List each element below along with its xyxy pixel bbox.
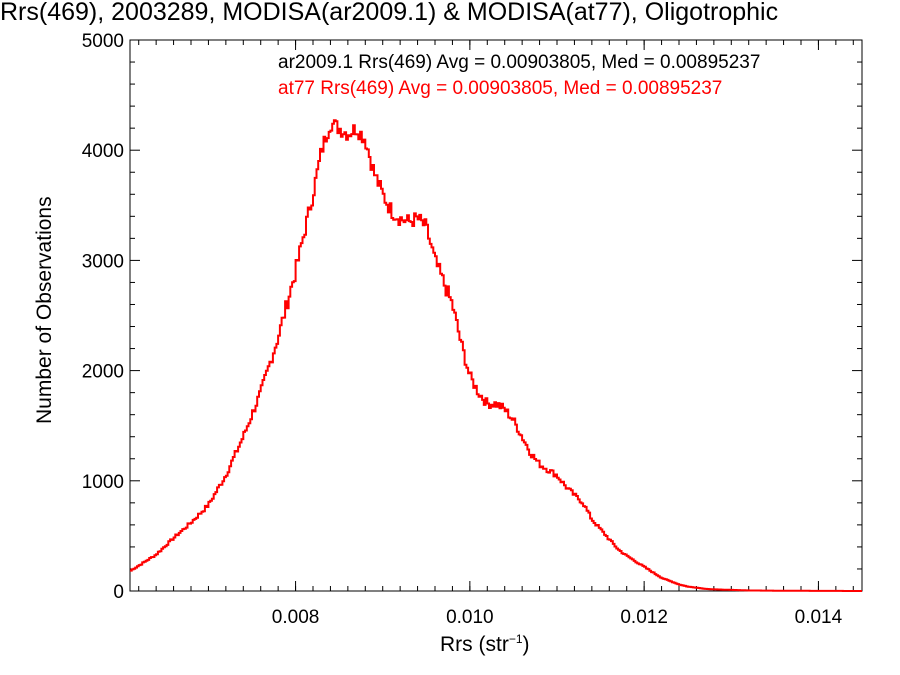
histogram-series-at77 [130,119,862,592]
x-tick-label: 0.014 [795,607,843,628]
x-tick-label: 0.012 [620,607,668,628]
y-tick-label: 4000 [82,141,124,162]
plot-frame [129,39,863,592]
y-tick-label: 2000 [82,362,124,383]
chart-title: Rrs(469), 2003289, MODISA(ar2009.1) & MO… [0,0,779,26]
x-axis-label-main: Rrs (str [440,633,509,656]
x-tick-label: 0.010 [446,607,494,628]
y-tick-label: 1000 [82,472,124,493]
legend-ar2009: ar2009.1 Rrs(469) Avg = 0.00903805, Med … [278,52,761,73]
y-tick-label: 5000 [82,31,124,52]
axis-tick-labels: 0.008 0.010 0.012 0.014 0 1000 2000 3000 4000 500… [82,31,843,628]
legend-at77: at77 Rrs(469) Avg = 0.00903805, Med = 0.… [278,78,723,99]
x-axis-label-sup: −1 [508,632,523,646]
y-axis-label: Number of Observations [33,196,56,424]
y-tick-label: 3000 [82,251,124,272]
axis-ticks [130,39,862,592]
x-tick-label: 0.008 [272,607,320,628]
x-axis-label-end: ) [522,633,530,656]
y-tick-label: 0 [113,582,124,603]
x-axis-label: Rrs (str−1) [440,632,530,657]
